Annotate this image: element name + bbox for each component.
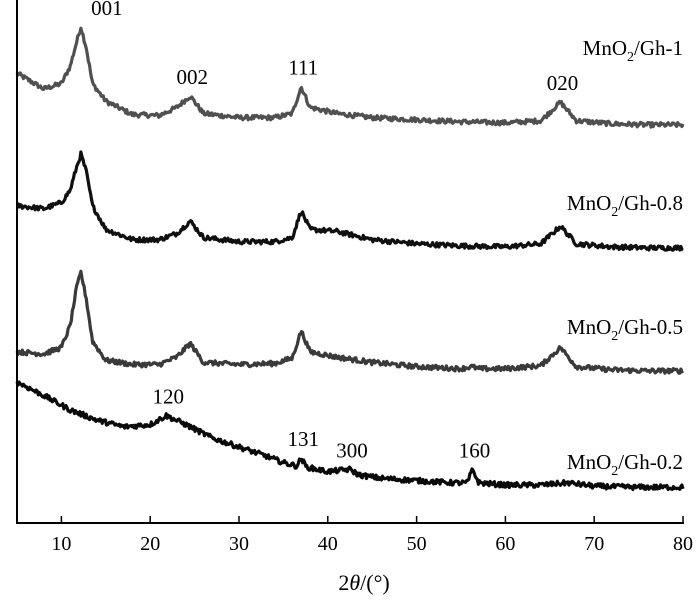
peak-label-300: 300	[336, 438, 368, 462]
x-tick-label-60: 60	[495, 533, 515, 555]
x-tick-label-80: 80	[673, 533, 693, 555]
series-label-2: MnO2/Gh-0.8	[567, 191, 683, 220]
peak-label-160: 160	[459, 438, 491, 462]
peak-label-002: 002	[176, 65, 208, 89]
series-label-4: MnO2/Gh-0.2	[567, 450, 683, 479]
peak-label-111: 111	[288, 56, 318, 80]
series-label-1: MnO2/Gh-1	[583, 36, 683, 65]
series-label-3: MnO2/Gh-0.5	[567, 315, 683, 344]
series-line-3	[15, 269, 684, 375]
peak-label-131: 131	[287, 427, 319, 451]
series-line-4	[15, 380, 685, 492]
peak-label-120: 120	[152, 385, 184, 409]
x-tick-label-70: 70	[584, 533, 604, 555]
axes	[16, 0, 684, 524]
x-ticks: 10 20 30 40 50 60 70 80	[51, 516, 693, 555]
x-tick-label-10: 10	[51, 533, 71, 555]
x-axis-title-symbol: θ	[349, 570, 360, 595]
peak-label-020: 020	[547, 71, 579, 95]
x-tick-label-50: 50	[407, 533, 427, 555]
x-tick-label-40: 40	[318, 533, 338, 555]
series-line-2	[16, 150, 684, 252]
plot-area	[15, 26, 685, 492]
series-labels: MnO2/Gh-1 MnO2/Gh-0.8 MnO2/Gh-0.5 MnO2/Gh-0…	[567, 36, 683, 479]
x-axis-title-unit: /(°)	[360, 570, 390, 595]
peak-labels: 001 002 111 020 120 131 300 160	[91, 0, 578, 462]
x-tick-label-30: 30	[229, 533, 249, 555]
series-line-1	[15, 26, 685, 129]
x-axis-title: 2θ/(°)	[338, 570, 389, 595]
x-axis-title-prefix: 2	[338, 570, 349, 595]
x-tick-label-20: 20	[140, 533, 160, 555]
peak-label-001: 001	[91, 0, 123, 20]
